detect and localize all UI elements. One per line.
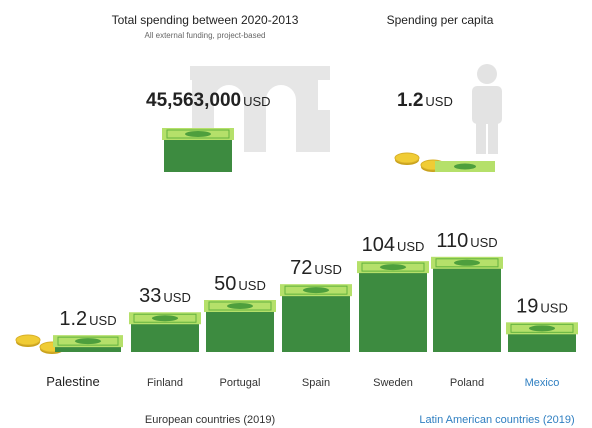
category-label: Spain xyxy=(302,377,330,389)
bill-oval xyxy=(152,315,178,322)
unit-label: USD xyxy=(238,278,265,293)
unit-label: USD xyxy=(89,313,116,328)
category-label: Portugal xyxy=(220,377,261,389)
bill-oval xyxy=(75,338,101,345)
bill-border xyxy=(133,313,197,323)
value-label: 33 xyxy=(139,285,161,307)
value-label: 72 xyxy=(290,257,312,279)
total-unit: USD xyxy=(243,94,270,109)
bill-border xyxy=(284,285,348,295)
value-label: 19 xyxy=(516,295,538,317)
bar xyxy=(508,330,576,352)
bar xyxy=(206,308,274,352)
category-label: Mexico xyxy=(525,377,560,389)
bar xyxy=(433,264,501,352)
bill-oval xyxy=(380,264,406,271)
bill-border xyxy=(435,258,499,268)
bar xyxy=(282,292,350,352)
value-label: 104 xyxy=(362,234,395,256)
value-label: 50 xyxy=(214,273,236,295)
group-label: Latin American countries (2019) xyxy=(419,414,574,426)
bill-border xyxy=(208,301,272,311)
bill-border xyxy=(510,323,574,333)
unit-label: USD xyxy=(163,290,190,305)
total-subtitle: All external funding, project-based xyxy=(145,31,266,40)
value-label: 110 xyxy=(436,230,468,252)
person-silhouette xyxy=(472,64,502,154)
unit-label: USD xyxy=(314,262,341,277)
per-capita-unit: USD xyxy=(425,94,452,109)
group-label: European countries (2019) xyxy=(145,414,275,426)
category-label: Sweden xyxy=(373,377,413,389)
total-value: 45,563,000 xyxy=(146,90,241,111)
bill-border xyxy=(57,336,119,346)
bill-border xyxy=(361,262,425,272)
category-label: Poland xyxy=(450,377,484,389)
unit-label: USD xyxy=(540,300,567,315)
per-capita-title: Spending per capita xyxy=(387,13,494,27)
total-title: Total spending between 2020-2013 xyxy=(112,13,299,27)
bar xyxy=(359,269,427,352)
bill-border xyxy=(166,129,230,139)
money-stack xyxy=(164,136,232,172)
category-label: Finland xyxy=(147,377,183,389)
coin xyxy=(394,152,420,164)
bill-oval xyxy=(529,325,555,332)
bill-oval xyxy=(454,163,476,170)
unit-label: USD xyxy=(397,239,424,254)
bar xyxy=(131,320,199,352)
bill-oval xyxy=(227,303,253,309)
coin xyxy=(15,334,41,346)
bill-oval xyxy=(303,287,329,294)
bill-oval xyxy=(454,259,480,266)
bar xyxy=(55,343,121,352)
per-capita-value: 1.2 xyxy=(397,90,423,111)
bill-oval xyxy=(185,131,211,137)
unit-label: USD xyxy=(470,235,497,250)
value-label: 1.2 xyxy=(59,308,87,330)
category-label: Palestine xyxy=(46,374,99,389)
